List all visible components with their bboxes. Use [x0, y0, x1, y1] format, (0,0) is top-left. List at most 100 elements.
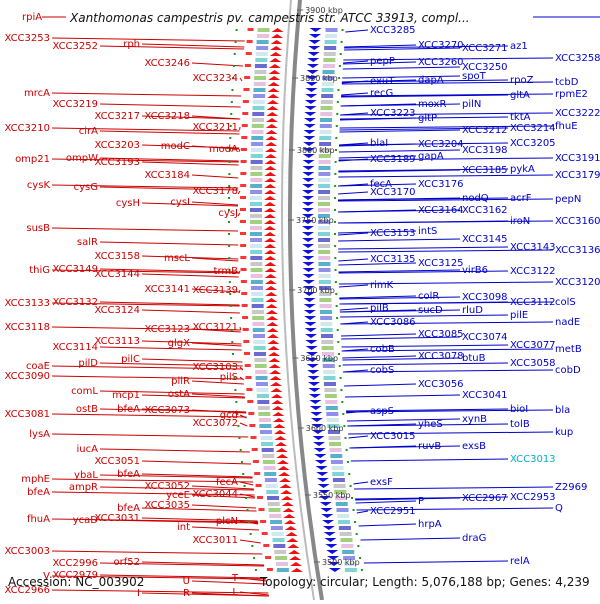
left-gene-label[interactable]: XCC3178 [192, 186, 238, 197]
left-gene-label[interactable]: XCC3118 [4, 322, 50, 333]
left-gene-label[interactable]: pilS [220, 372, 238, 383]
right-gene-label[interactable]: XCC3015 [370, 431, 416, 442]
left-gene-label[interactable]: XCC3211 [192, 122, 238, 133]
right-gene-label[interactable]: XCC3143 [510, 242, 556, 253]
right-gene-label[interactable]: acrF [510, 193, 532, 204]
left-gene-label[interactable]: XCC3121 [192, 322, 238, 333]
right-gene-label[interactable]: rpoZ [510, 75, 534, 86]
left-gene-label[interactable]: L [232, 587, 238, 598]
right-gene-label[interactable]: XCC3120 [555, 277, 600, 288]
right-gene-label[interactable]: XCC3170 [370, 187, 416, 198]
left-gene-label[interactable]: glgX [168, 338, 190, 349]
right-gene-label[interactable]: XCC3204 [418, 139, 464, 150]
left-gene-label[interactable]: iucA [77, 444, 99, 455]
right-gene-label[interactable]: XCC3056 [418, 379, 464, 390]
right-gene-label[interactable]: XCC3198 [462, 145, 508, 156]
right-gene-label[interactable]: XCC3214 [510, 123, 556, 134]
right-gene-label[interactable]: aspS [370, 406, 394, 417]
left-gene-label[interactable]: ampR [69, 482, 98, 493]
right-gene-label[interactable]: XCC3041 [462, 390, 508, 401]
right-gene-label[interactable]: rluD [462, 305, 483, 316]
right-gene-label[interactable]: virB6 [462, 265, 488, 276]
right-gene-label[interactable]: XCC3212 [462, 125, 508, 136]
left-gene-label[interactable]: cysI [170, 197, 190, 208]
right-gene-label[interactable]: sucD [418, 305, 443, 316]
right-gene-label[interactable]: metB [555, 344, 582, 355]
left-gene-label[interactable]: mphE [21, 474, 50, 485]
left-gene-label[interactable]: bfeA [117, 469, 140, 480]
left-gene-label[interactable]: orf52 [114, 557, 140, 568]
left-gene-label[interactable]: XCC3217 [94, 111, 140, 122]
right-gene-label[interactable]: moxR [418, 99, 446, 110]
right-gene-label[interactable]: XCC3145 [462, 234, 508, 245]
left-gene-label[interactable]: XCC2996 [52, 558, 98, 569]
left-gene-label[interactable]: XCC3011 [192, 535, 238, 546]
right-gene-label[interactable]: colS [555, 297, 576, 308]
right-gene-label[interactable]: XCC3085 [418, 329, 464, 340]
left-gene-label[interactable]: XCC3252 [52, 41, 98, 52]
right-gene-label[interactable]: exsF [370, 477, 393, 488]
left-gene-label[interactable]: fecA [216, 477, 238, 488]
right-gene-label[interactable]: XCC3135 [370, 254, 416, 265]
right-gene-label[interactable]: XCC3125 [418, 258, 464, 269]
right-gene-label[interactable]: XCC2953 [510, 492, 556, 503]
left-gene-label[interactable]: ybaL [74, 470, 98, 481]
left-gene-label[interactable]: ompW [66, 153, 98, 164]
right-gene-label[interactable]: XCC3205 [510, 138, 556, 149]
left-gene-label[interactable]: fhuA [27, 514, 50, 525]
right-gene-label[interactable]: ruvB [418, 441, 441, 452]
right-gene-label[interactable]: XCC3222 [555, 108, 600, 119]
right-gene-label[interactable]: XCC2967 [462, 493, 508, 504]
right-gene-label[interactable]: btuB [462, 353, 486, 364]
left-gene-label[interactable]: XCC3158 [94, 251, 140, 262]
left-gene-label[interactable]: pilC [121, 354, 140, 365]
left-gene-label[interactable]: XCC3114 [52, 342, 98, 353]
right-gene-label[interactable]: XCC3191 [555, 153, 600, 164]
left-gene-label[interactable]: cirA [79, 126, 98, 137]
left-gene-label[interactable]: XCC3141 [144, 284, 190, 295]
left-gene-label[interactable]: R [183, 588, 190, 599]
left-gene-label[interactable]: XCC3124 [94, 305, 140, 316]
right-gene-label[interactable]: XCC3058 [510, 358, 556, 369]
right-gene-label[interactable]: XCC3136 [555, 245, 600, 256]
right-gene-label[interactable]: XCC3098 [462, 292, 508, 303]
right-gene-label[interactable]: xynB [462, 414, 487, 425]
right-gene-label[interactable]: XCC3122 [510, 266, 556, 277]
left-gene-label[interactable]: XCC3081 [4, 409, 50, 420]
right-gene-label[interactable]: XCC3176 [418, 179, 464, 190]
left-gene-label[interactable]: cysK [27, 180, 51, 191]
right-gene-label[interactable]: XCC3162 [462, 205, 508, 216]
right-gene-label[interactable]: rimK [370, 280, 394, 291]
left-gene-label[interactable]: XCC3219 [52, 99, 98, 110]
left-gene-label[interactable]: XCC3203 [94, 140, 140, 151]
right-gene-label[interactable]: fhuE [555, 121, 578, 132]
right-gene-label[interactable]: Q [555, 503, 563, 514]
right-gene-label[interactable]: yheS [418, 419, 443, 430]
left-gene-label[interactable]: U [183, 576, 190, 587]
right-gene-label[interactable]: cobD [555, 365, 581, 376]
right-gene-label[interactable]: XCC3112 [510, 297, 556, 308]
right-gene-label[interactable]: XCC3223 [370, 108, 416, 119]
right-gene-label[interactable]: cobB [370, 344, 395, 355]
left-gene-label[interactable]: XCC3184 [144, 170, 190, 181]
right-gene-label[interactable]: pykA [510, 164, 535, 175]
right-gene-label[interactable]: nadE [555, 317, 580, 328]
right-gene-label[interactable]: XCC3086 [370, 317, 416, 328]
left-gene-label[interactable]: ostB [76, 404, 98, 415]
right-gene-label[interactable]: XCC3258 [555, 53, 600, 64]
right-gene-label[interactable]: exuT [370, 76, 395, 87]
right-gene-label[interactable]: P [418, 496, 424, 507]
right-gene-label[interactable]: XCC3270 [418, 40, 464, 51]
right-gene-label[interactable]: rpmE2 [555, 89, 588, 100]
left-gene-label[interactable]: rph [123, 39, 140, 50]
left-gene-label[interactable]: T [231, 573, 239, 584]
left-gene-label[interactable]: cysH [116, 198, 140, 209]
left-gene-label[interactable]: pilD [78, 358, 98, 369]
left-gene-label[interactable]: mcp1 [112, 390, 140, 401]
right-gene-label[interactable]: iroN [510, 216, 530, 227]
right-gene-label[interactable]: recG [370, 88, 393, 99]
left-gene-label[interactable]: bfeA [27, 487, 50, 498]
right-gene-label[interactable]: pepP [370, 56, 395, 67]
right-gene-label[interactable]: blaI [370, 138, 388, 149]
